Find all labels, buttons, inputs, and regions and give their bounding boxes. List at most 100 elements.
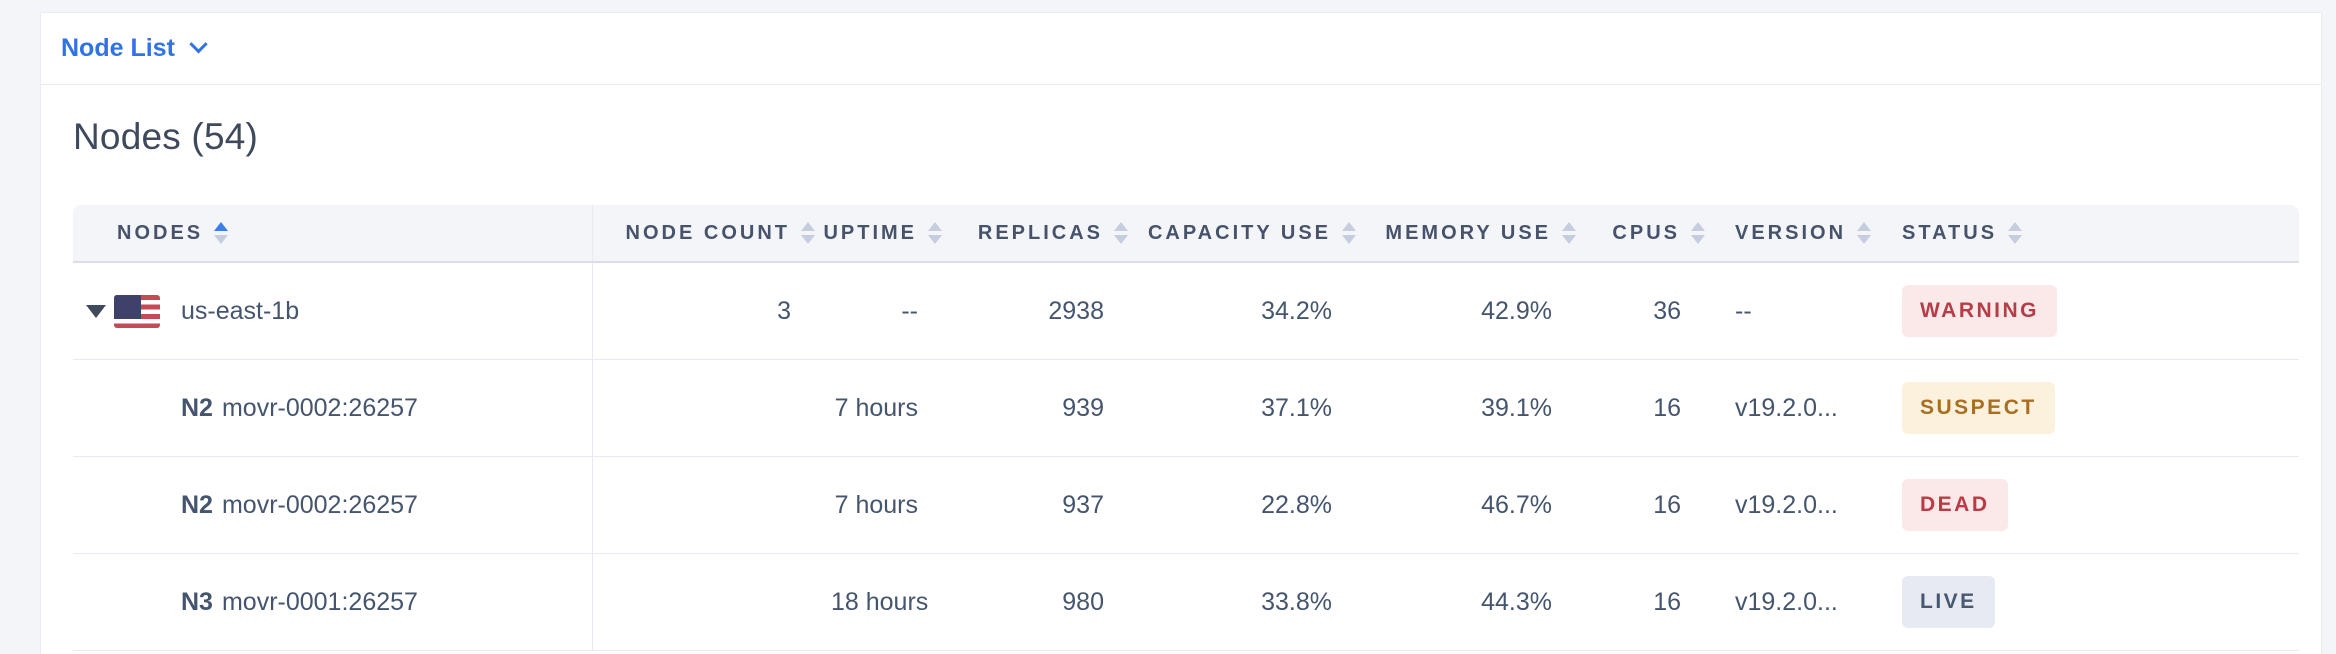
- expand-caret-icon[interactable]: [86, 304, 106, 318]
- cell-capacity-use: 37.1%: [1261, 393, 1332, 422]
- sort-down-arrow-icon: [1114, 235, 1128, 244]
- topbar: Node List: [41, 13, 2321, 85]
- cell-version: --: [1735, 296, 1752, 325]
- sort-up-arrow-icon: [1342, 222, 1356, 231]
- us-flag-icon: [114, 294, 160, 328]
- column-header-label: NODES: [117, 221, 204, 244]
- table-row[interactable]: N2 movr-0002:26257 7 hours 939 37.1% 39.1% 16 v…: [73, 360, 2299, 457]
- sort-up-arrow-icon: [214, 222, 229, 231]
- region-name: us-east-1b: [181, 296, 300, 325]
- cell-memory-use: 42.9%: [1481, 296, 1552, 325]
- column-header-memory-use[interactable]: MEMORY USE: [1372, 205, 1592, 261]
- column-header-version[interactable]: VERSION: [1721, 205, 1881, 261]
- sort-icon: [1857, 222, 1872, 244]
- cell-replicas: 939: [1062, 393, 1104, 422]
- sort-up-arrow-icon: [928, 222, 942, 231]
- cell-memory-use: 46.7%: [1481, 490, 1552, 519]
- sort-down-arrow-icon: [1691, 235, 1705, 244]
- sort-up-arrow-icon: [2008, 222, 2023, 231]
- cell-status: SUSPECT: [1881, 382, 2299, 434]
- sort-icon: [1691, 222, 1705, 244]
- column-header-label: UPTIME: [823, 221, 917, 244]
- sort-icon: [214, 222, 229, 244]
- cell-uptime: 7 hours: [834, 393, 918, 422]
- node-id: N3: [181, 587, 213, 616]
- table-body: us-east-1b 3 -- 2938 34.2% 42.9% 36 -- WARNING N2…: [73, 263, 2299, 651]
- status-badge: DEAD: [1902, 479, 2008, 531]
- status-badge: LIVE: [1902, 576, 1995, 628]
- column-header-label: VERSION: [1735, 221, 1847, 244]
- node-name: movr-0001:26257: [221, 587, 418, 616]
- sort-down-arrow-icon: [801, 235, 815, 244]
- sort-icon: [1562, 222, 1576, 244]
- cell-replicas: 2938: [1048, 296, 1104, 325]
- column-header-capacity-use[interactable]: CAPACITY USE: [1144, 205, 1372, 261]
- cell-nodes: N2 movr-0002:26257: [73, 360, 593, 456]
- sort-icon: [2008, 222, 2023, 244]
- cell-replicas: 980: [1062, 587, 1104, 616]
- column-header-label: STATUS: [1902, 221, 1998, 244]
- cell-capacity-use: 33.8%: [1261, 587, 1332, 616]
- sort-down-arrow-icon: [2008, 235, 2023, 244]
- cell-node-count: 3: [777, 296, 791, 325]
- cell-capacity-use: 34.2%: [1261, 296, 1332, 325]
- sort-up-arrow-icon: [1691, 222, 1705, 231]
- cell-version: v19.2.0...: [1735, 587, 1838, 616]
- table-row[interactable]: N2 movr-0002:26257 7 hours 937 22.8% 46.7% 16 v…: [73, 457, 2299, 554]
- cell-nodes: N3 movr-0001:26257: [73, 554, 593, 650]
- table-row[interactable]: us-east-1b 3 -- 2938 34.2% 42.9% 36 -- WARNING: [73, 263, 2299, 360]
- sort-icon: [928, 222, 942, 244]
- cell-nodes: N2 movr-0002:26257: [73, 457, 593, 553]
- column-header-label: MEMORY USE: [1385, 221, 1551, 244]
- node-list-title-label: Node List: [61, 34, 175, 62]
- node-name: movr-0002:26257: [221, 393, 418, 422]
- cell-version: v19.2.0...: [1735, 393, 1838, 422]
- status-badge: WARNING: [1902, 285, 2057, 337]
- chevron-down-icon: [189, 35, 208, 54]
- table-row[interactable]: N3 movr-0001:26257 18 hours 980 33.8% 44.3% 16…: [73, 554, 2299, 651]
- node-list-title-link[interactable]: Node List: [61, 34, 208, 63]
- column-header-uptime[interactable]: UPTIME: [823, 205, 958, 261]
- cell-cpus: 16: [1653, 490, 1681, 519]
- sort-down-arrow-icon: [928, 235, 942, 244]
- cell-uptime: --: [901, 296, 918, 325]
- cell-status: WARNING: [1881, 285, 2299, 337]
- cell-capacity-use: 22.8%: [1261, 490, 1332, 519]
- main-panel: Node List Nodes (54) NODES NODE COUNT UPTI…: [40, 12, 2322, 654]
- sort-up-arrow-icon: [1114, 222, 1128, 231]
- column-header-label: NODE COUNT: [625, 221, 790, 244]
- column-header-label: CPUS: [1612, 221, 1680, 244]
- sort-up-arrow-icon: [1562, 222, 1576, 231]
- node-id: N2: [181, 393, 213, 422]
- cell-replicas: 937: [1062, 490, 1104, 519]
- sort-down-arrow-icon: [214, 235, 229, 244]
- sort-down-arrow-icon: [1342, 235, 1356, 244]
- sort-icon: [801, 222, 815, 244]
- cell-memory-use: 39.1%: [1481, 393, 1552, 422]
- cell-cpus: 16: [1653, 587, 1681, 616]
- page-title: Nodes (54): [73, 116, 259, 157]
- cell-nodes: us-east-1b: [73, 263, 593, 359]
- node-id: N2: [181, 490, 213, 519]
- sort-down-arrow-icon: [1562, 235, 1576, 244]
- column-header-node-count[interactable]: NODE COUNT: [593, 205, 831, 261]
- cell-memory-use: 44.3%: [1481, 587, 1552, 616]
- cell-cpus: 16: [1653, 393, 1681, 422]
- column-header-nodes[interactable]: NODES: [73, 205, 593, 261]
- cell-uptime: 18 hours: [831, 587, 929, 616]
- cell-cpus: 36: [1653, 296, 1681, 325]
- column-header-replicas[interactable]: REPLICAS: [958, 205, 1144, 261]
- sort-up-arrow-icon: [1857, 222, 1872, 231]
- nodes-table: NODES NODE COUNT UPTIME REPLICAS CAPACITY US…: [73, 205, 2299, 651]
- cell-version: v19.2.0...: [1735, 490, 1838, 519]
- sort-down-arrow-icon: [1857, 235, 1872, 244]
- cell-status: LIVE: [1881, 576, 2299, 628]
- column-header-status[interactable]: STATUS: [1881, 205, 2299, 261]
- cell-status: DEAD: [1881, 479, 2299, 531]
- sort-icon: [1342, 222, 1356, 244]
- cell-uptime: 7 hours: [834, 490, 918, 519]
- column-header-label: REPLICAS: [977, 221, 1103, 244]
- table-header-row: NODES NODE COUNT UPTIME REPLICAS CAPACITY US…: [73, 205, 2299, 263]
- status-badge: SUSPECT: [1902, 382, 2055, 434]
- column-header-cpus[interactable]: CPUS: [1592, 205, 1721, 261]
